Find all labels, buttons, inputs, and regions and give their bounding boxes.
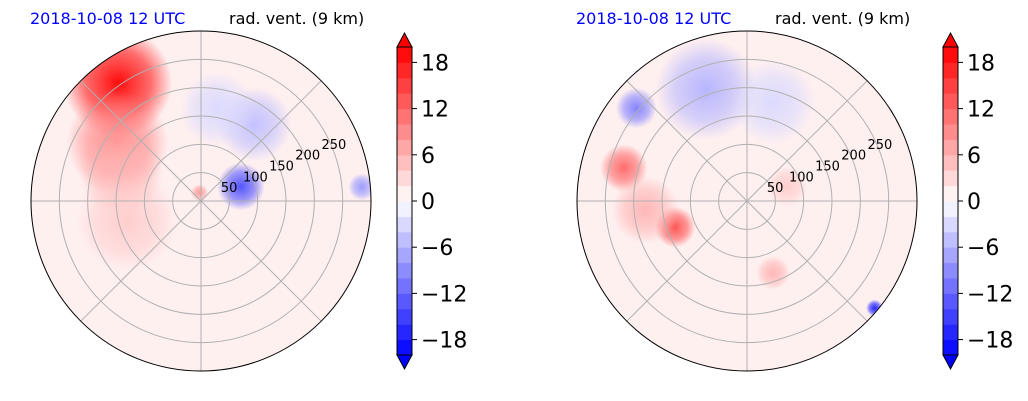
field-blob xyxy=(76,169,179,272)
colorbar-tick-label: 18 xyxy=(967,51,995,76)
colorbar-level xyxy=(397,231,412,248)
colorbar-extend-min xyxy=(396,354,413,371)
colorbar-level xyxy=(943,170,958,187)
field-blob xyxy=(611,175,680,244)
colorbar-level xyxy=(397,247,412,264)
colorbar-level xyxy=(943,231,958,248)
radial-tick-label: 250 xyxy=(321,138,346,153)
colorbar-tick-label: 12 xyxy=(967,98,995,123)
colorbar-level xyxy=(397,77,412,94)
radial-tick-label: 200 xyxy=(295,149,320,164)
colorbar-level xyxy=(397,124,412,140)
colorbar-tick-label: 6 xyxy=(967,144,981,169)
grid-spoke xyxy=(200,200,322,322)
colorbar-level xyxy=(397,293,412,310)
colorbar-extend-max xyxy=(396,31,413,48)
colorbar-tick-label: −6 xyxy=(967,236,999,261)
grid-spoke xyxy=(746,80,868,202)
radial-tick-label: 100 xyxy=(243,170,268,185)
colorbar-level xyxy=(397,62,412,79)
colorbar: 18 12 6 0 −6 −12 −18 xyxy=(942,31,1013,371)
colorbar-level xyxy=(943,62,958,79)
plot-boundary xyxy=(576,30,918,372)
colorbar-level xyxy=(943,93,958,110)
radial-tick-label: 150 xyxy=(815,159,840,174)
colorbar-level xyxy=(943,324,958,341)
radial-tick-label: 50 xyxy=(767,181,784,196)
field-blob xyxy=(655,38,758,141)
colorbar-level xyxy=(943,47,958,63)
colorbar-level xyxy=(397,185,412,202)
grid xyxy=(577,31,917,371)
colorbar-level xyxy=(943,293,958,310)
colorbar-level xyxy=(943,154,958,171)
grid xyxy=(31,31,371,371)
grid-spoke xyxy=(626,200,748,322)
date-label: 2018-10-08 12 UTC xyxy=(30,9,185,28)
grid-spoke xyxy=(626,80,748,202)
colorbar-level xyxy=(943,339,958,356)
colorbar-tick-label: −12 xyxy=(421,282,467,307)
colorbar-level xyxy=(943,262,958,279)
colorbar-level xyxy=(943,247,958,264)
field-blob xyxy=(348,173,371,201)
colorbar-level xyxy=(397,308,412,325)
grid-spoke xyxy=(746,200,868,322)
field-blob xyxy=(730,59,816,145)
radial-tick-label: 250 xyxy=(867,138,892,153)
colorbar-level xyxy=(943,185,958,202)
colorbar-level xyxy=(943,308,958,325)
colorbar-tick-label: −18 xyxy=(421,329,467,354)
grid-spoke xyxy=(80,200,202,322)
radial-tick-label: 50 xyxy=(221,181,238,196)
colorbar-level xyxy=(397,93,412,110)
radial-tick-label: 100 xyxy=(789,170,814,185)
colorbar-tick-label: 18 xyxy=(421,51,449,76)
plot-boundary xyxy=(30,30,372,372)
colorbar-level xyxy=(397,278,412,294)
colorbar-level xyxy=(397,262,412,279)
colorbar-level xyxy=(397,324,412,341)
colorbar-tick-label: 12 xyxy=(421,98,449,123)
field-blob xyxy=(766,166,808,207)
colorbar-tick-label: 0 xyxy=(967,190,981,215)
colorbar-level xyxy=(397,47,412,63)
colorbar-level xyxy=(397,339,412,356)
colorbar-level xyxy=(943,201,958,217)
colorbar-level xyxy=(943,108,958,125)
colorbar-level xyxy=(397,139,412,156)
field-blob xyxy=(756,255,791,290)
colorbar: 18 12 6 0 −6 −12 −18 xyxy=(396,31,467,371)
colorbar-level xyxy=(397,170,412,187)
field-blob xyxy=(191,184,209,202)
colorbar-level xyxy=(397,216,412,233)
field-blob xyxy=(179,71,255,147)
colorbar-tick-label: 6 xyxy=(421,144,435,169)
field-title: rad. vent. (9 km) xyxy=(775,9,910,28)
colorbar-level xyxy=(943,139,958,156)
field-blob xyxy=(615,87,657,129)
colorbar-level xyxy=(943,216,958,233)
colorbar-level xyxy=(943,124,958,140)
colorbar-extend-max xyxy=(942,31,959,48)
grid-spoke xyxy=(80,80,202,202)
colorbar-level xyxy=(397,201,412,217)
colorbar-level xyxy=(397,154,412,171)
colorbar-level xyxy=(397,108,412,125)
colorbar-level xyxy=(943,77,958,94)
colorbar-tick-label: −12 xyxy=(967,282,1013,307)
radial-tick-label: 200 xyxy=(841,149,866,164)
colorbar-level xyxy=(943,278,958,294)
grid-spoke xyxy=(200,80,322,202)
colorbar-extend-min xyxy=(942,354,959,371)
colorbar-tick-label: 0 xyxy=(421,190,435,215)
field-title: rad. vent. (9 km) xyxy=(229,9,364,28)
colorbar-tick-label: −6 xyxy=(421,236,453,261)
colorbar-tick-label: −18 xyxy=(967,329,1013,354)
date-label: 2018-10-08 12 UTC xyxy=(576,9,731,28)
radial-tick-label: 150 xyxy=(269,159,294,174)
